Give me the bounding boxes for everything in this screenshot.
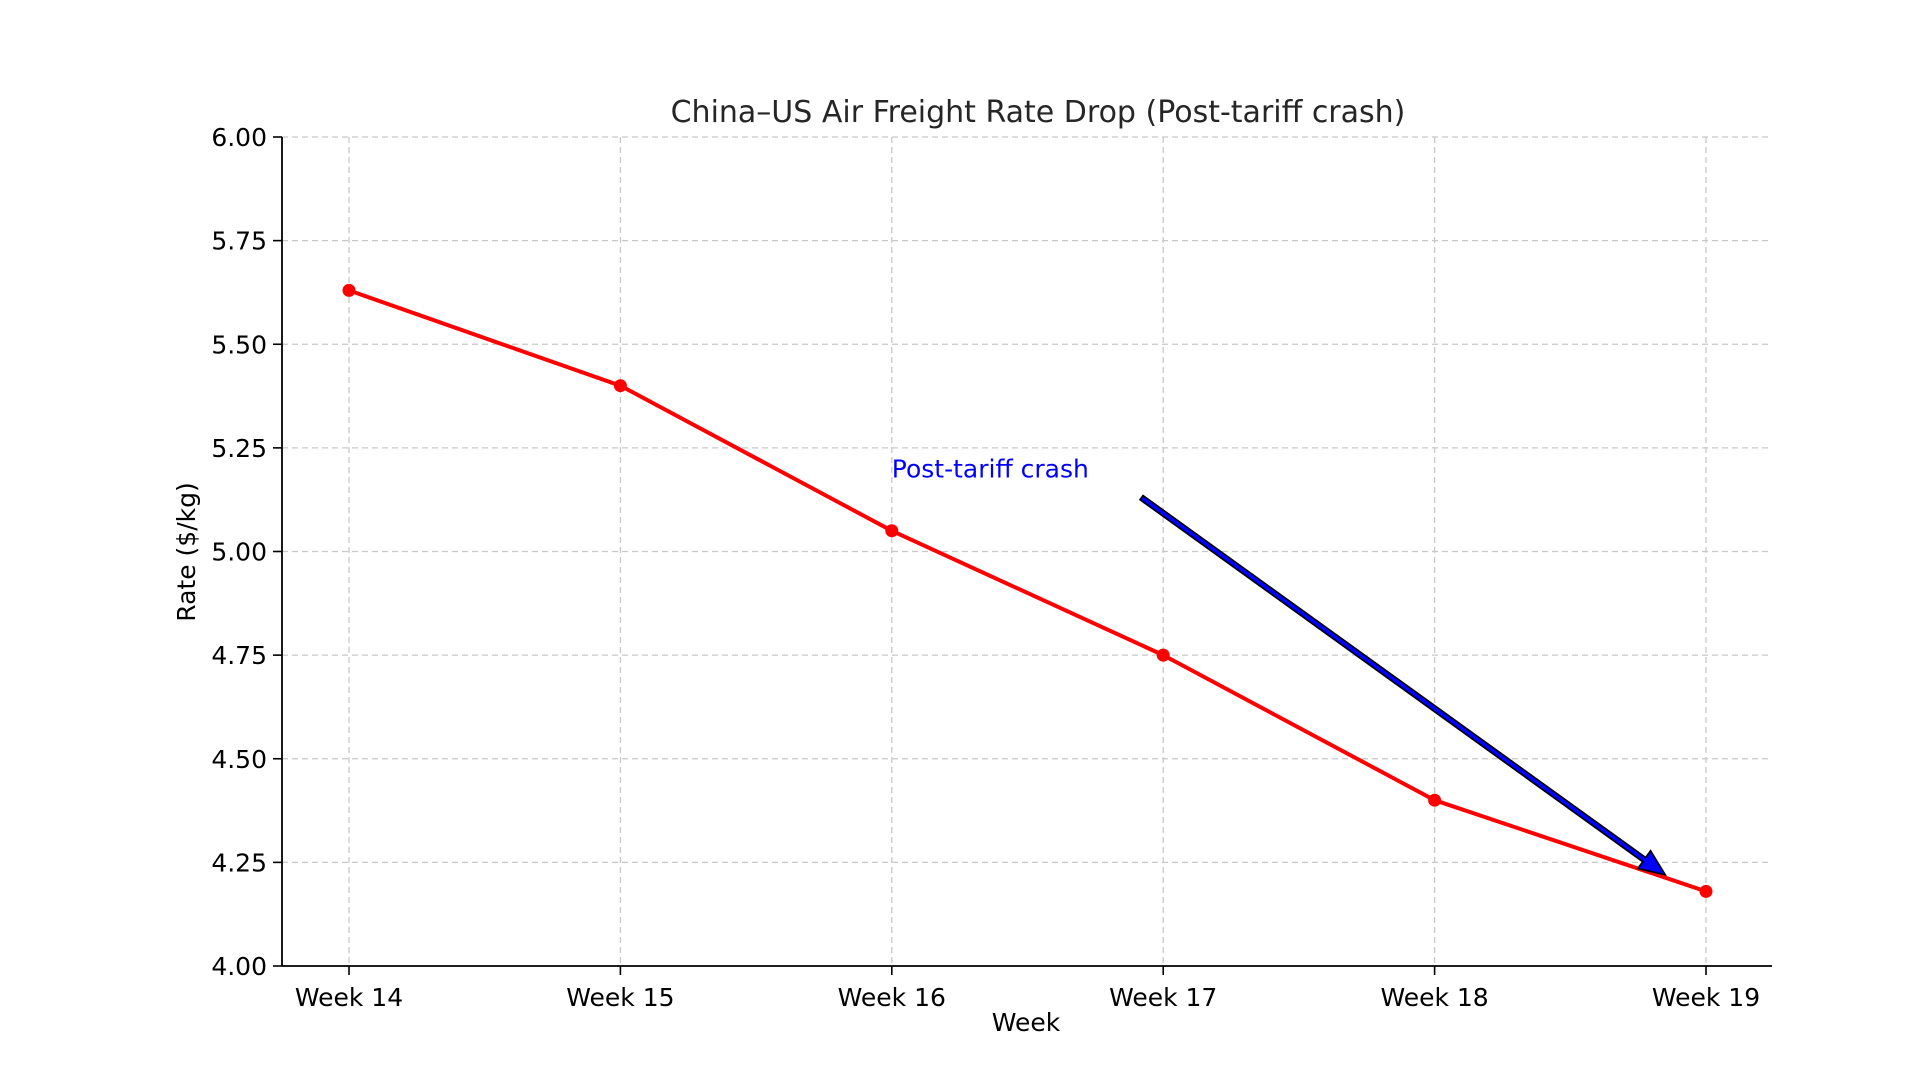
y-tick-label: 4.75 [211, 641, 267, 670]
x-tick-label: Week 19 [1652, 983, 1760, 1012]
y-tick-label: 4.50 [211, 745, 267, 774]
y-axis-ticks: 4.00 4.25 4.50 4.75 5.00 5.25 5.50 5.75 6.00 [211, 123, 282, 981]
data-point [1699, 884, 1713, 898]
data-point [342, 283, 356, 297]
x-tick-label: Week 14 [295, 983, 403, 1012]
series-layer [342, 283, 1713, 898]
y-tick-label: 5.50 [211, 330, 267, 359]
y-tick-label: 5.75 [211, 227, 267, 256]
x-axis-ticks: Week 14 Week 15 Week 16 Week 17 Week 18 Week … [295, 966, 1760, 1012]
x-tick-label: Week 18 [1380, 983, 1488, 1012]
series-line [348, 288, 1707, 894]
data-point [1428, 793, 1442, 807]
y-tick-label: 6.00 [211, 123, 267, 152]
x-tick-label: Week 15 [566, 983, 674, 1012]
data-point [613, 379, 627, 393]
data-point [1156, 648, 1170, 662]
x-axis-label: Week [992, 1008, 1061, 1037]
annotation: Post-tariff crash [892, 455, 1667, 877]
data-point [885, 524, 899, 538]
y-tick-label: 4.00 [211, 952, 267, 981]
y-axis-label: Rate ($/kg) [172, 482, 201, 621]
x-tick-label: Week 17 [1109, 983, 1217, 1012]
grid-lines [282, 136, 1772, 967]
y-tick-label: 4.25 [211, 848, 267, 877]
annotation-arrow [1138, 494, 1667, 877]
y-tick-label: 5.00 [211, 538, 267, 567]
y-tick-label: 5.25 [211, 434, 267, 463]
x-tick-label: Week 16 [838, 983, 946, 1012]
chart-title: China–US Air Freight Rate Drop (Post-tar… [671, 95, 1406, 130]
annotation-label: Post-tariff crash [892, 455, 1089, 484]
